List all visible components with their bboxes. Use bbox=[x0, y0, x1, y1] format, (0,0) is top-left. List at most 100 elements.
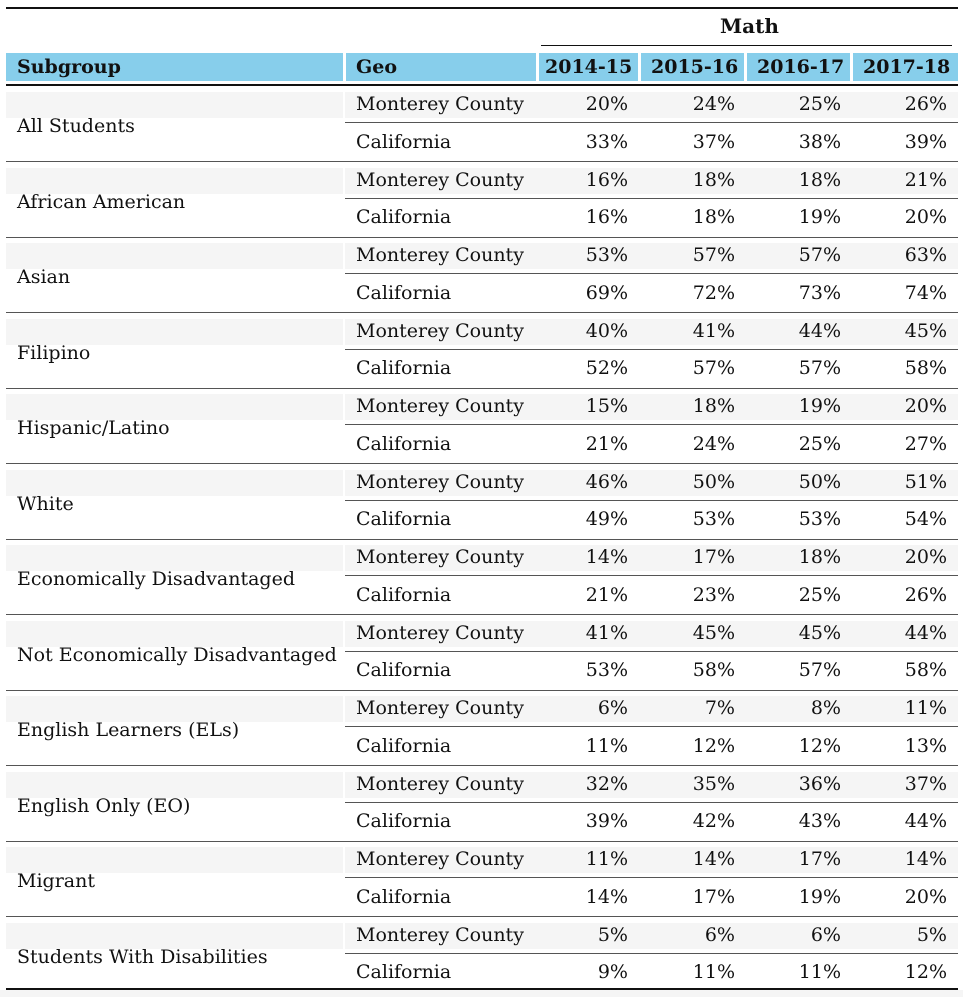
geo-cell: Monterey County bbox=[356, 546, 524, 568]
row-shade bbox=[345, 847, 958, 873]
group-separator bbox=[6, 538, 958, 540]
geo-cell: California bbox=[356, 659, 452, 681]
geo-cell: California bbox=[356, 206, 452, 228]
value-cell-2017-18: 58% bbox=[904, 357, 947, 379]
group-separator bbox=[6, 387, 958, 389]
row-separator bbox=[345, 122, 958, 123]
value-cell-2014-15: 14% bbox=[585, 546, 628, 568]
value-cell-2016-17: 25% bbox=[798, 583, 841, 606]
subgroup-shade bbox=[6, 545, 343, 571]
subgroup-label: Not Economically Disadvantaged bbox=[17, 643, 337, 666]
table-row: Monterey County 6% 7% 8% 11% bbox=[6, 690, 958, 727]
group-separator bbox=[6, 916, 958, 917]
value-cell-2016-17: 53% bbox=[798, 508, 841, 530]
value-cell-2015-16: 7% bbox=[704, 697, 735, 719]
row-shade bbox=[345, 167, 958, 194]
table-row: California 9% 11% 11% 12% bbox=[6, 954, 958, 991]
row-separator bbox=[345, 952, 958, 954]
value-cell-2016-17: 57% bbox=[798, 659, 841, 681]
table-row: Monterey County 53% 57% 57% 63% bbox=[6, 237, 958, 274]
value-cell-2014-15: 32% bbox=[585, 772, 628, 795]
group-separator bbox=[6, 614, 958, 615]
value-cell-2017-18: 74% bbox=[904, 281, 947, 304]
value-cell-2014-15: 14% bbox=[585, 885, 628, 908]
value-cell-2016-17: 44% bbox=[798, 319, 841, 342]
geo-cell: Monterey County bbox=[356, 244, 524, 266]
subgroup-block: English Only (EO) Monterey County 32% 35% 36… bbox=[6, 765, 958, 842]
header-separator bbox=[343, 53, 346, 81]
row-shade bbox=[345, 696, 958, 722]
value-cell-2017-18: 44% bbox=[904, 810, 947, 832]
geo-cell: Monterey County bbox=[356, 93, 524, 115]
geo-cell: Monterey County bbox=[356, 848, 524, 870]
row-separator bbox=[345, 801, 958, 803]
header-year-2014-15: 2014-15 bbox=[545, 56, 633, 78]
top-rule bbox=[6, 7, 958, 9]
subgroup-shade bbox=[6, 771, 343, 798]
value-cell-2015-16: 18% bbox=[692, 206, 735, 228]
subgroup-shade bbox=[6, 847, 343, 873]
value-cell-2015-16: 42% bbox=[692, 810, 735, 832]
value-cell-2014-15: 16% bbox=[585, 206, 628, 228]
header-subgroup: Subgroup bbox=[17, 56, 121, 78]
subgroup-shade bbox=[6, 243, 343, 269]
value-cell-2015-16: 24% bbox=[692, 432, 735, 455]
header-year-2015-16: 2015-16 bbox=[651, 56, 739, 78]
value-cell-2015-16: 35% bbox=[692, 772, 735, 795]
table-row: California 49% 53% 53% 54% bbox=[6, 501, 958, 538]
geo-cell: California bbox=[356, 508, 452, 530]
value-cell-2017-18: 58% bbox=[904, 659, 947, 681]
subgroup-shade bbox=[6, 696, 343, 722]
table-row: Monterey County 20% 24% 25% 26% bbox=[6, 86, 958, 123]
subgroup-label: White bbox=[17, 492, 74, 515]
geo-cell: Monterey County bbox=[356, 923, 524, 946]
geo-cell: Monterey County bbox=[356, 319, 524, 342]
row-shade bbox=[345, 771, 958, 798]
value-cell-2016-17: 25% bbox=[798, 93, 841, 115]
value-cell-2014-15: 53% bbox=[585, 244, 628, 266]
value-cell-2015-16: 12% bbox=[692, 734, 735, 757]
table-row: Monterey County 41% 45% 45% 44% bbox=[6, 615, 958, 652]
header-row: Subgroup Geo 2014-15 2015-16 2016-17 201… bbox=[6, 53, 958, 81]
value-cell-2015-16: 18% bbox=[692, 168, 735, 191]
header-geo: Geo bbox=[356, 56, 397, 78]
value-cell-2014-15: 46% bbox=[585, 470, 628, 493]
table-row: Monterey County 16% 18% 18% 21% bbox=[6, 162, 958, 199]
group-separator bbox=[6, 840, 958, 842]
value-cell-2016-17: 19% bbox=[798, 206, 841, 228]
value-cell-2015-16: 58% bbox=[692, 659, 735, 681]
value-cell-2016-17: 19% bbox=[798, 395, 841, 417]
value-cell-2017-18: 45% bbox=[904, 319, 947, 342]
geo-cell: Monterey County bbox=[356, 621, 524, 644]
subgroup-label: Migrant bbox=[17, 870, 95, 892]
value-cell-2014-15: 21% bbox=[585, 583, 628, 606]
value-cell-2015-16: 6% bbox=[704, 923, 735, 946]
row-separator bbox=[345, 499, 958, 501]
row-shade bbox=[345, 318, 958, 345]
subgroup-block: Asian Monterey County 53% 57% 57% 63% Californ… bbox=[6, 236, 958, 313]
table-row: Monterey County 40% 41% 44% 45% bbox=[6, 313, 958, 350]
geo-cell: California bbox=[356, 961, 452, 983]
row-shade bbox=[345, 922, 958, 949]
subgroup-label: English Only (EO) bbox=[17, 794, 191, 817]
value-cell-2016-17: 36% bbox=[798, 772, 841, 795]
geo-cell: Monterey County bbox=[356, 168, 524, 191]
value-cell-2016-17: 57% bbox=[798, 244, 841, 266]
value-cell-2017-18: 13% bbox=[904, 734, 947, 757]
value-cell-2016-17: 45% bbox=[798, 621, 841, 644]
value-cell-2016-17: 57% bbox=[798, 357, 841, 379]
geo-cell: California bbox=[356, 885, 452, 908]
table-row: Monterey County 5% 6% 6% 5% bbox=[6, 917, 958, 954]
row-separator bbox=[345, 424, 958, 425]
header-bottom-rule bbox=[6, 84, 958, 86]
value-cell-2016-17: 73% bbox=[798, 281, 841, 304]
group-separator bbox=[6, 463, 958, 464]
value-cell-2014-15: 40% bbox=[585, 319, 628, 342]
value-cell-2016-17: 43% bbox=[798, 810, 841, 832]
value-cell-2015-16: 53% bbox=[692, 508, 735, 530]
value-cell-2015-16: 18% bbox=[692, 395, 735, 417]
row-shade bbox=[345, 469, 958, 496]
subgroup-shade bbox=[6, 620, 343, 647]
row-separator bbox=[345, 650, 958, 652]
row-shade bbox=[345, 92, 958, 118]
